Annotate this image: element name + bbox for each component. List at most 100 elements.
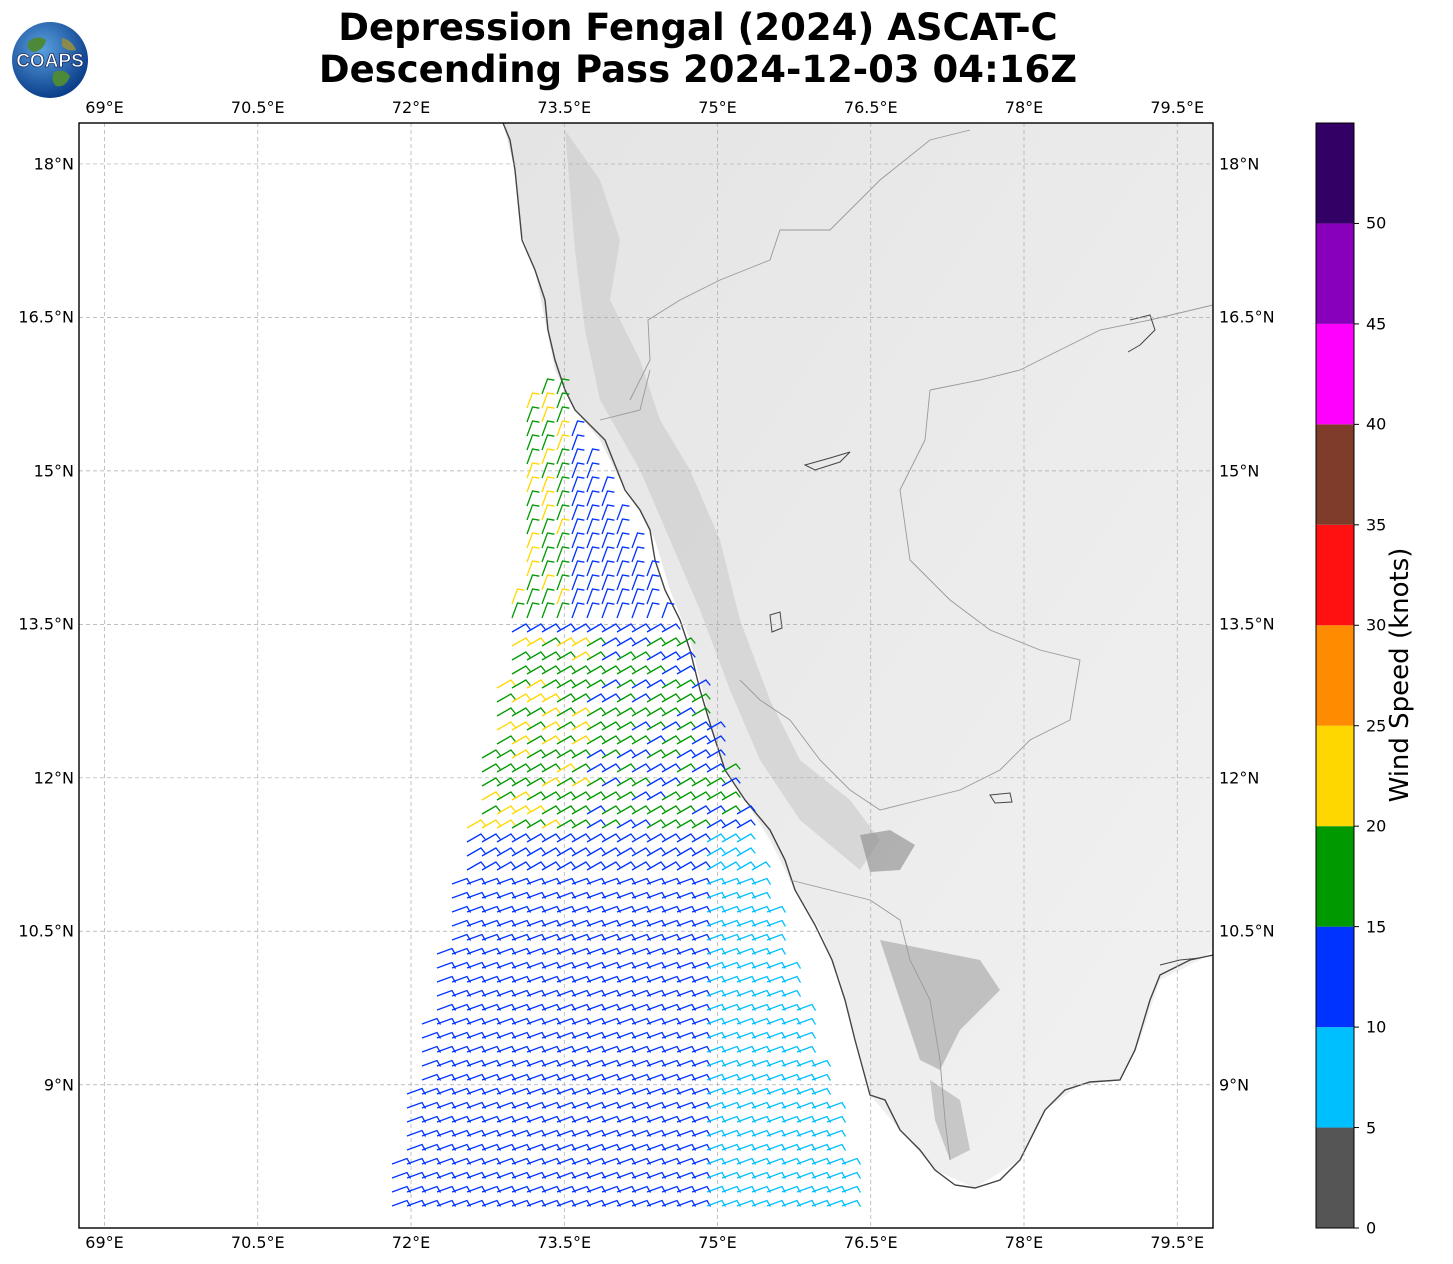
wind-barb (556, 504, 570, 521)
wind-barb (511, 735, 531, 745)
colorbar-tick-label: 10 (1366, 1017, 1387, 1037)
lon-tick-bottom: 76.5°E (843, 1233, 898, 1252)
wind-barb (826, 1101, 847, 1109)
wind-barb (601, 735, 621, 745)
wind-barb (571, 574, 585, 591)
wind-barb (526, 406, 540, 423)
wind-barb (496, 861, 516, 871)
wind-barb (721, 763, 741, 773)
wind-barb (511, 707, 531, 717)
wind-barb (736, 805, 756, 815)
wind-barb (631, 665, 651, 675)
wind-barb (616, 679, 636, 689)
wind-barb (631, 637, 651, 647)
wind-barb (556, 392, 570, 409)
wind-barb (691, 721, 711, 731)
wind-barb (616, 707, 636, 717)
wind-barb (586, 560, 600, 577)
wind-barb (601, 546, 615, 563)
wind-barb (526, 805, 546, 815)
lon-tick-bottom: 70.5°E (230, 1233, 285, 1252)
wind-barb (676, 763, 696, 773)
wind-barb (631, 749, 651, 759)
wind-barb (526, 392, 540, 409)
wind-barb (556, 378, 570, 395)
wind-barb (526, 532, 540, 549)
wind-barb (631, 546, 645, 563)
wind-barb (616, 623, 636, 633)
wind-barb (571, 504, 585, 521)
wind-barb (661, 707, 681, 717)
wind-barb (556, 532, 570, 549)
wind-barb (586, 777, 606, 787)
wind-barb (586, 707, 606, 717)
wind-barb (616, 588, 630, 605)
wind-barb (601, 707, 621, 717)
cardamom-shading (880, 940, 1000, 1070)
wind-barb (646, 707, 666, 717)
wind-barb (601, 833, 621, 843)
wind-barb (676, 665, 696, 675)
wind-barb (541, 721, 561, 731)
wind-barb (571, 749, 591, 759)
reservoir-4 (989, 792, 1013, 804)
wind-barb (661, 693, 681, 703)
wind-barb (556, 763, 576, 773)
wind-barb (571, 560, 585, 577)
wind-barb (706, 819, 726, 829)
wind-barb (586, 763, 606, 773)
colorbar-bin (1316, 524, 1354, 626)
wind-barb (586, 546, 600, 563)
wind-barb (736, 861, 756, 871)
colorbar-frame (1315, 122, 1355, 1229)
wind-barb (481, 763, 501, 773)
wind-barb (631, 805, 651, 815)
wind-barb (496, 679, 516, 689)
wind-barb (661, 805, 681, 815)
wind-barb (586, 805, 606, 815)
wind-barb (526, 420, 540, 437)
colorbar-tick-label: 45 (1366, 314, 1387, 334)
wind-barb (766, 905, 787, 913)
wind-barb (496, 693, 516, 703)
wind-barb (571, 693, 591, 703)
wind-barb (691, 679, 711, 689)
logo-text: COAPS (16, 51, 84, 72)
wind-barb (571, 518, 585, 535)
wind-barb (571, 546, 585, 563)
wind-barb (646, 763, 666, 773)
lon-tick-top: 73.5°E (537, 98, 592, 117)
wind-barb (601, 819, 621, 829)
colorbar-bin (1316, 1027, 1354, 1128)
wind-barb (541, 791, 561, 801)
wind-barb (586, 602, 600, 619)
wind-barb (721, 791, 741, 801)
wind-barb (601, 574, 615, 591)
wind-barb (481, 805, 501, 815)
colorbar-bin (1316, 323, 1354, 425)
wind-barb (661, 819, 681, 829)
south-hills-shading (930, 1080, 970, 1160)
wind-barb (841, 1185, 862, 1193)
wind-barb (571, 735, 591, 745)
wind-barb (511, 721, 531, 731)
lon-tick-bottom: 69°E (85, 1233, 124, 1252)
wind-barb (571, 602, 585, 619)
wind-barb (586, 833, 606, 843)
colorbar-bin (1316, 826, 1354, 927)
lon-tick-bottom: 72°E (391, 1233, 431, 1252)
wind-barb (511, 637, 531, 647)
wind-barb (736, 833, 756, 843)
wind-barb (541, 679, 561, 689)
wind-barb (586, 462, 600, 479)
wind-barb (616, 777, 636, 787)
wind-barb (496, 707, 516, 717)
wind-barb (556, 434, 570, 451)
wind-barb (526, 588, 540, 605)
wind-barb (511, 819, 531, 829)
wind-barb (571, 434, 585, 451)
lon-tick-top: 72°E (391, 98, 431, 117)
wind-barb (781, 961, 802, 969)
colorbar-tick-label: 0 (1366, 1218, 1377, 1238)
wind-barb (676, 707, 696, 717)
